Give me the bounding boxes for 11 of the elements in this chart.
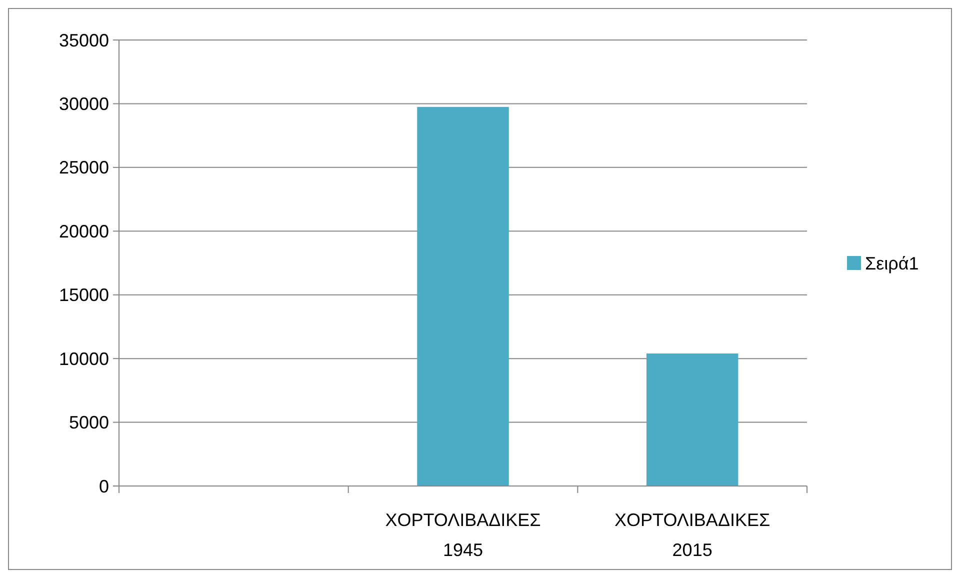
x-tick-label: ΧΟΡΤΟΛΙΒΑΔΙΚΕΣ 2015 [614,510,770,560]
y-tick-label: 25000 [58,158,109,178]
y-tick-label: 20000 [58,221,109,242]
x-tick-label: ΧΟΡΤΟΛΙΒΑΔΙΚΕΣ 1945 [385,510,541,560]
y-tick-label: 5000 [68,412,109,433]
y-tick-label: 10000 [58,348,109,369]
y-tick-label: 30000 [58,94,109,114]
y-tick-label: 15000 [58,285,109,306]
y-tick-label: 0 [98,476,109,496]
legend-label: Σειρά1 [865,253,919,274]
y-tick-label: 35000 [58,30,109,50]
